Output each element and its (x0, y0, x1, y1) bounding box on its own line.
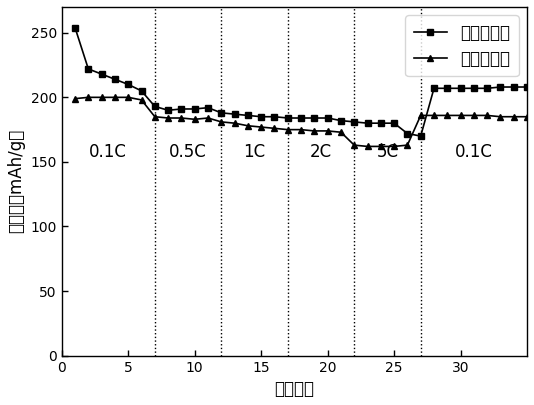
Y-axis label: 比容量（mAh/g）: 比容量（mAh/g） (7, 129, 25, 233)
放电比容量 (524, 114, 530, 119)
充电比容量 (98, 72, 105, 77)
放电比容量 (378, 144, 384, 149)
放电比容量 (484, 113, 490, 118)
放电比容量 (470, 113, 477, 118)
充电比容量 (165, 108, 171, 113)
Text: 0.1C: 0.1C (89, 143, 127, 161)
充电比容量 (364, 121, 371, 126)
Legend: 充电比容量, 放电比容量: 充电比容量, 放电比容量 (405, 15, 519, 76)
放电比容量 (165, 115, 171, 120)
Text: 2C: 2C (310, 143, 332, 161)
Text: 0.1C: 0.1C (455, 143, 493, 161)
放电比容量 (112, 95, 118, 100)
放电比容量 (497, 114, 504, 119)
充电比容量 (192, 107, 198, 111)
放电比容量 (205, 115, 211, 120)
充电比容量 (524, 85, 530, 90)
放电比容量 (178, 115, 185, 120)
充电比容量 (444, 86, 451, 91)
放电比容量 (325, 128, 331, 133)
充电比容量 (378, 121, 384, 126)
充电比容量 (298, 115, 304, 120)
放电比容量 (258, 125, 264, 130)
充电比容量 (404, 131, 411, 136)
放电比容量 (125, 95, 131, 100)
Line: 充电比容量: 充电比容量 (72, 24, 530, 140)
充电比容量 (431, 86, 437, 91)
充电比容量 (497, 85, 504, 90)
放电比容量 (418, 113, 424, 118)
放电比容量 (444, 113, 451, 118)
充电比容量 (152, 104, 158, 109)
充电比容量 (391, 121, 397, 126)
放电比容量 (192, 117, 198, 122)
充电比容量 (511, 85, 517, 90)
充电比容量 (231, 112, 238, 117)
充电比容量 (112, 77, 118, 82)
放电比容量 (298, 127, 304, 132)
充电比容量 (337, 118, 344, 123)
充电比容量 (285, 115, 291, 120)
充电比容量 (418, 134, 424, 139)
充电比容量 (178, 107, 185, 111)
放电比容量 (152, 114, 158, 119)
充电比容量 (470, 86, 477, 91)
充电比容量 (458, 86, 464, 91)
充电比容量 (258, 114, 264, 119)
充电比容量 (271, 114, 278, 119)
充电比容量 (138, 88, 145, 93)
Text: 1C: 1C (244, 143, 265, 161)
充电比容量 (325, 115, 331, 120)
X-axis label: 循环圈数: 循环圈数 (274, 380, 315, 398)
放电比容量 (351, 143, 357, 147)
充电比容量 (85, 66, 91, 71)
放电比容量 (337, 130, 344, 134)
放电比容量 (511, 114, 517, 119)
放电比容量 (98, 95, 105, 100)
放电比容量 (271, 126, 278, 131)
充电比容量 (484, 86, 490, 91)
Text: 0.5C: 0.5C (169, 143, 207, 161)
Line: 放电比容量: 放电比容量 (72, 94, 530, 150)
放电比容量 (311, 128, 318, 133)
充电比容量 (72, 25, 78, 30)
放电比容量 (431, 113, 437, 118)
充电比容量 (218, 111, 224, 115)
放电比容量 (138, 98, 145, 102)
充电比容量 (245, 113, 251, 118)
充电比容量 (351, 119, 357, 124)
放电比容量 (458, 113, 464, 118)
放电比容量 (85, 95, 91, 100)
放电比容量 (245, 124, 251, 128)
充电比容量 (125, 82, 131, 87)
放电比容量 (404, 143, 411, 147)
放电比容量 (72, 96, 78, 101)
放电比容量 (218, 119, 224, 124)
放电比容量 (285, 127, 291, 132)
充电比容量 (311, 115, 318, 120)
Text: 5C: 5C (376, 143, 398, 161)
充电比容量 (205, 105, 211, 110)
放电比容量 (391, 144, 397, 149)
放电比容量 (231, 121, 238, 126)
放电比容量 (364, 144, 371, 149)
